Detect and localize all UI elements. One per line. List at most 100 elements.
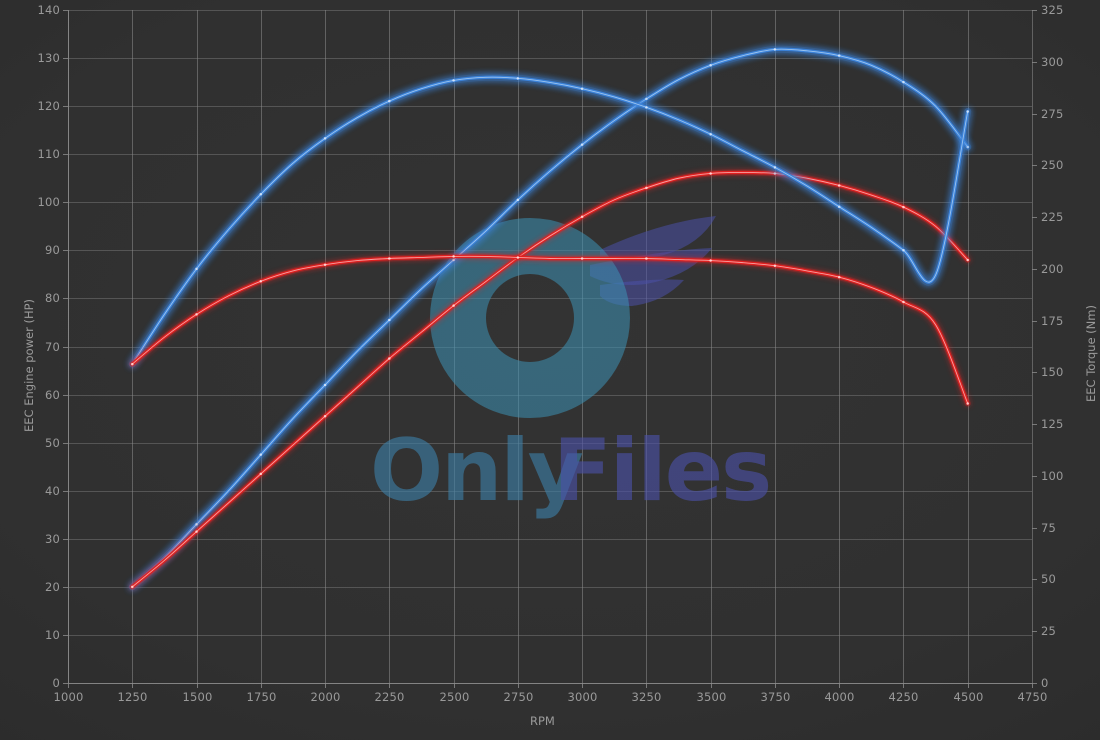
- x-axis-tick-label: 4500: [953, 690, 984, 704]
- y-axis-left-tick-label: 30: [44, 531, 60, 546]
- y-axis-left-tick-label: 10: [44, 627, 60, 642]
- data-point: [645, 257, 648, 260]
- data-point: [966, 402, 969, 405]
- data-point: [902, 300, 905, 304]
- data-point: [837, 205, 841, 208]
- data-point: [837, 54, 841, 57]
- data-point: [452, 304, 455, 307]
- data-point: [195, 530, 198, 533]
- data-series-group: [128, 45, 972, 591]
- data-point: [580, 87, 584, 90]
- x-axis-tick-label: 3750: [760, 690, 791, 704]
- data-point: [580, 143, 584, 146]
- y-axis-right-tick-label: 325: [1041, 2, 1064, 17]
- y-axis-left-tick-label: 60: [44, 387, 60, 402]
- y-axis-right-tick-label: 175: [1041, 313, 1064, 328]
- data-point: [195, 267, 198, 271]
- x-axis-tick-label: 1000: [53, 690, 84, 704]
- data-point: [195, 313, 198, 316]
- y-axis-right-tick-label: 75: [1041, 520, 1057, 535]
- y-axis-left-tick-label: 100: [37, 194, 60, 209]
- y-axis-right-tick-label: 275: [1041, 106, 1064, 121]
- y-axis-right-tick-label: 300: [1041, 54, 1064, 69]
- data-point: [516, 77, 520, 80]
- data-point: [966, 145, 969, 149]
- data-point: [323, 137, 327, 140]
- y-axis-left-tick-label: 0: [52, 675, 60, 690]
- y-axis-right-tick-label: 200: [1041, 261, 1064, 276]
- data-point: [452, 255, 455, 258]
- x-axis-tick-label: 1250: [117, 690, 148, 704]
- data-point: [645, 97, 648, 101]
- x-axis-tick-label: 2250: [374, 690, 405, 704]
- y-axis-left-title: EEC Engine power (HP): [22, 298, 36, 432]
- data-point: [837, 275, 841, 279]
- x-axis-tick-label: 3500: [696, 690, 727, 704]
- data-point: [259, 472, 263, 476]
- series-line: [128, 73, 972, 368]
- data-point: [388, 99, 391, 103]
- y-axis-right-tick-label: 225: [1041, 209, 1064, 224]
- y-axis-left-tick-label: 50: [44, 435, 60, 450]
- y-axis-right-tick-label: 125: [1041, 416, 1064, 431]
- data-point: [516, 256, 520, 259]
- svg-text:Only: Only: [370, 421, 583, 521]
- x-axis-tick-label: 2750: [503, 690, 534, 704]
- data-point: [837, 184, 841, 187]
- data-point: [131, 585, 134, 589]
- data-point: [709, 64, 712, 67]
- data-point: [773, 172, 777, 175]
- x-axis-tick-label: 3250: [631, 690, 662, 704]
- grid-lines: [68, 10, 1033, 684]
- data-point: [323, 383, 327, 387]
- y-axis-left-tick-label: 20: [44, 579, 60, 594]
- y-axis-right-tick-label: 50: [1041, 571, 1057, 586]
- y-axis-right-title: EEC Torque (Nm): [1084, 304, 1098, 402]
- series-line: [129, 253, 971, 407]
- y-axis-right-tick-label: 150: [1041, 364, 1064, 379]
- y-axis-right-tick-label: 100: [1041, 468, 1064, 483]
- y-axis-left-tick-label: 110: [37, 146, 60, 161]
- y-axis-left-tick-label: 80: [44, 290, 60, 305]
- y-axis-left-tick-label: 130: [37, 50, 60, 65]
- data-point: [709, 133, 712, 136]
- x-axis-tick-label: 4750: [1017, 690, 1048, 704]
- axis-tick-marks: [63, 10, 1037, 688]
- data-point: [580, 257, 584, 260]
- data-point: [709, 172, 712, 175]
- data-point: [773, 166, 777, 169]
- y-axis-right-tick-label: 250: [1041, 157, 1064, 172]
- data-point: [902, 248, 905, 252]
- data-point: [773, 264, 777, 267]
- data-point: [323, 414, 327, 418]
- y-axis-left-tick-label: 140: [37, 2, 60, 17]
- data-point: [195, 523, 198, 526]
- x-axis-tick-label: 1500: [182, 690, 213, 704]
- x-axis-tick-label: 1750: [246, 690, 277, 704]
- data-point: [645, 186, 648, 190]
- y-axis-left-tick-label: 90: [44, 242, 60, 257]
- data-point: [902, 205, 905, 209]
- data-point: [259, 193, 263, 196]
- axis-frame: [68, 10, 1032, 684]
- x-axis-tick-label: 2000: [310, 690, 341, 704]
- data-point: [516, 198, 520, 202]
- data-point: [259, 453, 263, 456]
- data-point: [323, 263, 327, 266]
- x-axis-tick-label: 2500: [439, 690, 470, 704]
- data-point: [966, 258, 969, 262]
- y-axis-left-tick-label: 70: [44, 339, 60, 354]
- x-axis-tick-label: 4000: [824, 690, 855, 704]
- data-point: [709, 259, 712, 262]
- data-point: [773, 48, 777, 51]
- series-line: [129, 169, 971, 590]
- data-point: [388, 257, 391, 260]
- x-axis-tick-label: 4250: [888, 690, 919, 704]
- x-axis-tick-label: 3000: [567, 690, 598, 704]
- data-point: [259, 280, 263, 283]
- y-axis-right-tick-label: 0: [1041, 675, 1049, 690]
- data-point: [388, 318, 391, 322]
